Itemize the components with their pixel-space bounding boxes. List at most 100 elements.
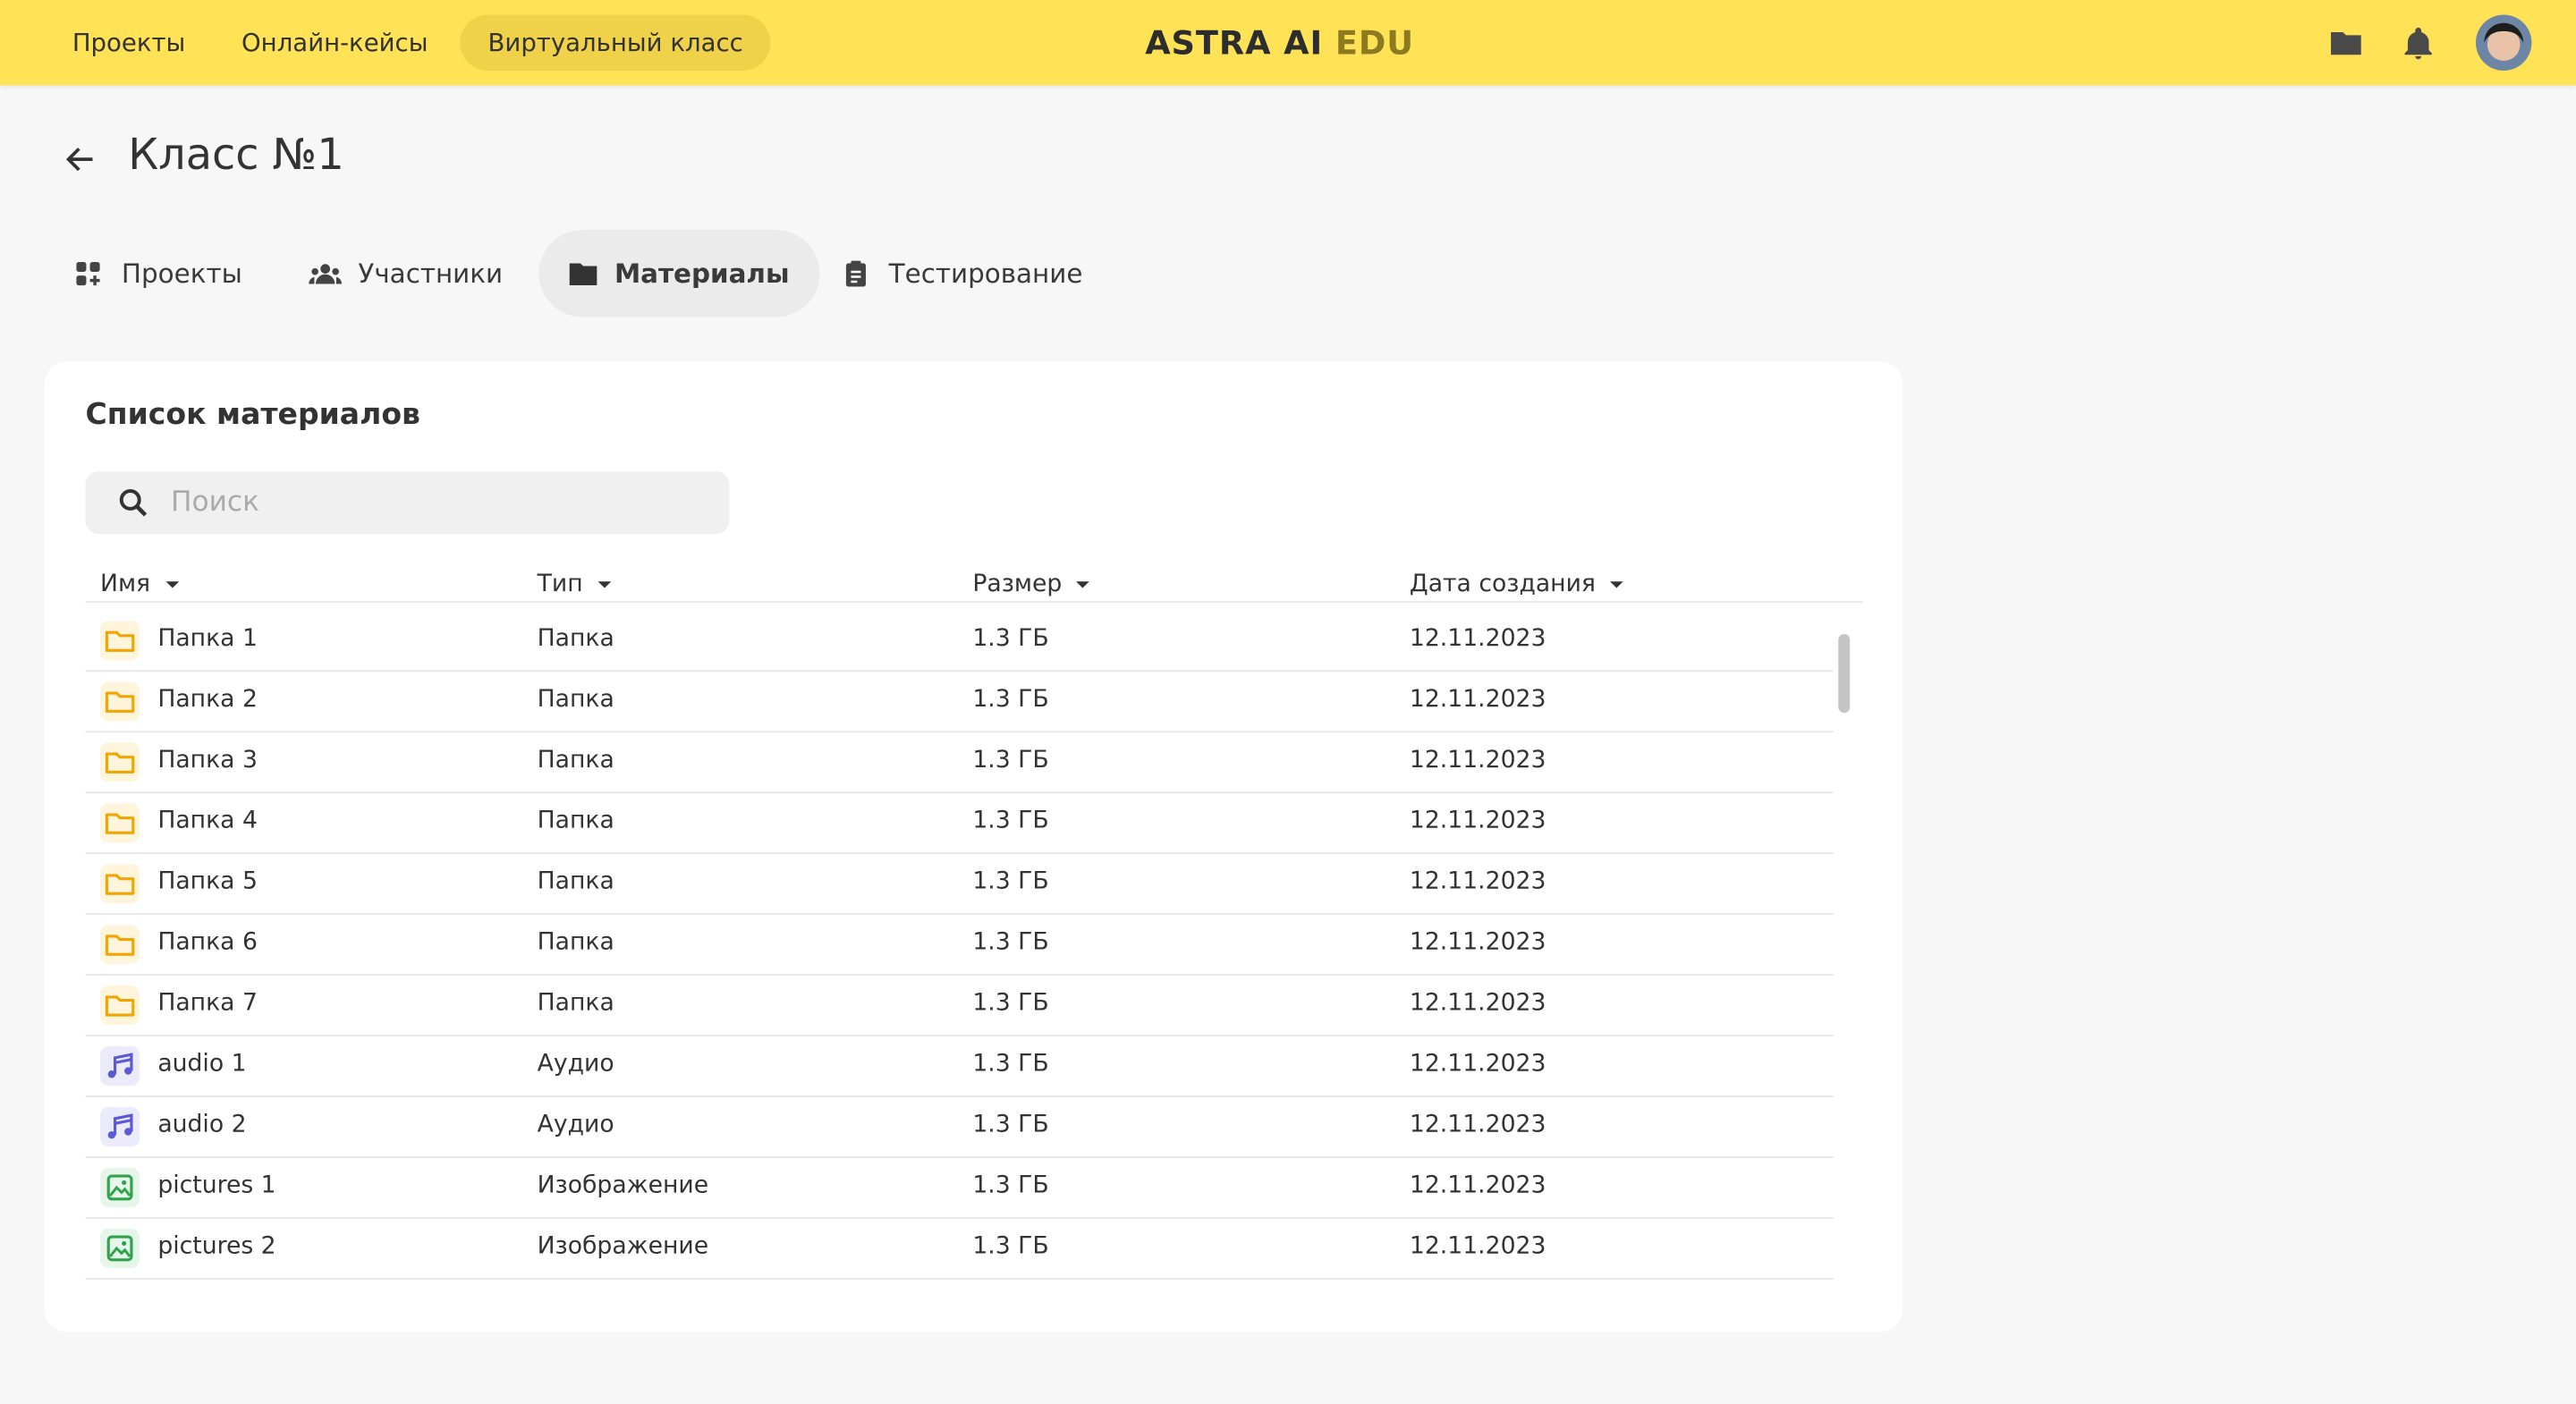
table-row[interactable]: Папка 3 Папка 1.3 ГБ 12.11.2023: [85, 732, 1834, 794]
table-row[interactable]: Папка 5 Папка 1.3 ГБ 12.11.2023: [85, 854, 1834, 916]
table-row[interactable]: audio 1 Аудио 1.3 ГБ 12.11.2023: [85, 1036, 1834, 1097]
notifications-button[interactable]: [2400, 23, 2436, 63]
tab-icon: [76, 261, 100, 286]
column-title: Имя: [100, 571, 151, 598]
nav-link[interactable]: Проекты: [72, 28, 186, 58]
file-icon: [100, 925, 140, 965]
table-row[interactable]: audio 2 Аудио 1.3 ГБ 12.11.2023: [85, 1097, 1834, 1158]
table-cell: Папка 3: [157, 747, 258, 774]
row-divider: [85, 670, 1834, 672]
materials-card: Список материалов Поиск Имя Тип Размер Дата…: [44, 361, 1902, 1332]
table-cell: Папка: [537, 929, 614, 956]
table-row[interactable]: pictures 1 Изображение 1.3 ГБ 12.11.2023: [85, 1158, 1834, 1219]
file-icon: [100, 1046, 140, 1087]
column-title: Дата создания: [1409, 571, 1596, 598]
logo-text: ASTRA AI: [1145, 22, 1324, 63]
tab-icon: [569, 263, 597, 285]
table-cell: Аудио: [537, 1051, 614, 1078]
table-cell: Папка: [537, 808, 614, 835]
column-header[interactable]: Размер: [972, 571, 1091, 598]
table-cell: 12.11.2023: [1409, 990, 1546, 1017]
file-icon: [100, 621, 140, 661]
folder-button[interactable]: [2328, 25, 2364, 61]
row-divider: [85, 1095, 1834, 1097]
tab-label: Проекты: [121, 258, 242, 290]
nav-link[interactable]: Виртуальный класс: [460, 14, 771, 71]
tab[interactable]: Материалы: [538, 230, 819, 317]
table-cell: 12.11.2023: [1409, 1112, 1546, 1138]
logo[interactable]: ASTRA AI EDU: [1145, 23, 1414, 63]
row-divider: [85, 731, 1834, 733]
table-cell: 1.3 ГБ: [972, 686, 1049, 714]
table-cell: 1.3 ГБ: [972, 1233, 1049, 1260]
column-header[interactable]: Тип: [537, 571, 613, 598]
file-icon: [100, 864, 140, 904]
tab-icon: [309, 264, 343, 284]
tab-icon: [845, 260, 866, 287]
table-row[interactable]: Папка 7 Папка 1.3 ГБ 12.11.2023: [85, 976, 1834, 1036]
materials-table: Имя Тип Размер Дата создания Папка 1 Папка 1.3…: [85, 571, 1863, 1294]
page-title: Класс №1: [128, 131, 344, 182]
header-divider: [85, 601, 1863, 604]
table-cell: Папка: [537, 868, 614, 896]
back-button[interactable]: [63, 141, 98, 177]
sort-icon: [1610, 581, 1624, 588]
table-cell: 12.11.2023: [1409, 929, 1546, 956]
table-cell: 1.3 ГБ: [972, 990, 1049, 1017]
table-cell: audio 2: [157, 1112, 247, 1138]
search-icon: [119, 489, 148, 517]
table-cell: 12.11.2023: [1409, 1233, 1546, 1260]
table-cell: Папка 6: [157, 929, 258, 956]
table-cell: Папка 5: [157, 868, 258, 896]
table-row[interactable]: Папка 1 Папка 1.3 ГБ 12.11.2023: [85, 611, 1834, 672]
table-cell: Аудио: [537, 1112, 614, 1138]
table-cell: Папка 2: [157, 686, 258, 714]
table-cell: 12.11.2023: [1409, 625, 1546, 653]
table-cell: Изображение: [537, 1172, 709, 1199]
logo-accent: EDU: [1335, 22, 1415, 63]
search-input[interactable]: Поиск: [85, 471, 730, 534]
sort-icon: [597, 581, 611, 588]
table-cell: 12.11.2023: [1409, 868, 1546, 896]
row-divider: [85, 852, 1834, 855]
table-row[interactable]: Папка 4 Папка 1.3 ГБ 12.11.2023: [85, 793, 1834, 855]
row-divider: [85, 791, 1834, 794]
file-icon: [100, 1106, 140, 1147]
tab[interactable]: Участники: [283, 230, 532, 317]
column-title: Тип: [537, 571, 583, 598]
row-divider: [85, 1277, 1834, 1280]
tab[interactable]: Проекты: [46, 230, 271, 317]
sort-icon: [165, 581, 179, 588]
scrollbar[interactable]: [1838, 633, 1851, 714]
tab[interactable]: Тестирование: [813, 230, 1112, 317]
tab-label: Участники: [358, 258, 504, 290]
table-cell: 12.11.2023: [1409, 686, 1546, 714]
table-row[interactable]: pictures 2 Изображение 1.3 ГБ 12.11.2023: [85, 1219, 1834, 1280]
search-placeholder: Поиск: [171, 486, 259, 520]
table-row[interactable]: Папка 6 Папка 1.3 ГБ 12.11.2023: [85, 915, 1834, 977]
table-cell: Папка: [537, 686, 614, 714]
table-cell: 12.11.2023: [1409, 1172, 1546, 1199]
table-cell: 1.3 ГБ: [972, 747, 1049, 774]
file-icon: [100, 1167, 140, 1208]
table-cell: Папка: [537, 625, 614, 653]
table-cell: Папка 7: [157, 990, 258, 1017]
nav-link[interactable]: Онлайн-кейсы: [242, 28, 428, 58]
tab-label: Тестирование: [888, 258, 1083, 290]
card-title: Список материалов: [85, 397, 420, 433]
avatar[interactable]: [2474, 13, 2533, 72]
table-cell: 1.3 ГБ: [972, 929, 1049, 956]
column-header[interactable]: Дата создания: [1409, 571, 1625, 598]
row-divider: [85, 1035, 1834, 1036]
table-cell: 1.3 ГБ: [972, 1051, 1049, 1078]
sort-icon: [1076, 581, 1090, 588]
file-icon: [100, 1228, 140, 1268]
table-row[interactable]: Папка 2 Папка 1.3 ГБ 12.11.2023: [85, 672, 1834, 733]
column-title: Размер: [972, 571, 1063, 598]
row-divider: [85, 913, 1834, 916]
column-header[interactable]: Имя: [100, 571, 180, 598]
table-cell: Папка 1: [157, 625, 258, 653]
row-divider: [85, 1156, 1834, 1158]
